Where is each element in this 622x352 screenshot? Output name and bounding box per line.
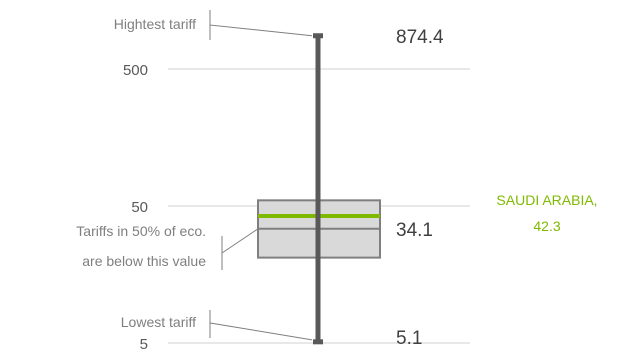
y-tick-label-50: 50: [131, 199, 148, 216]
highlight-label-value: 42.3: [533, 218, 560, 234]
y-tick-label-500: 500: [123, 62, 148, 79]
leader-line-median: [221, 228, 259, 270]
annotation-median-line1: Tariffs in 50% of eco.: [76, 223, 206, 239]
annotation-max: Hightest tariff: [114, 16, 196, 32]
value-label-median: 34.1: [396, 220, 433, 241]
highlight-label-name: SAUDI ARABIA,: [496, 192, 597, 208]
annotation-median-line2: are below this value: [82, 253, 206, 269]
leader-line-max: [209, 10, 313, 40]
leader-line-min: [209, 310, 313, 341]
annotation-min: Lowest tariff: [121, 314, 196, 330]
y-tick-label-5: 5: [140, 336, 148, 352]
y-axis-tick-labels: 500 50 5: [123, 62, 148, 352]
value-label-max: 874.4: [396, 27, 444, 48]
value-label-min: 5.1: [396, 328, 422, 349]
